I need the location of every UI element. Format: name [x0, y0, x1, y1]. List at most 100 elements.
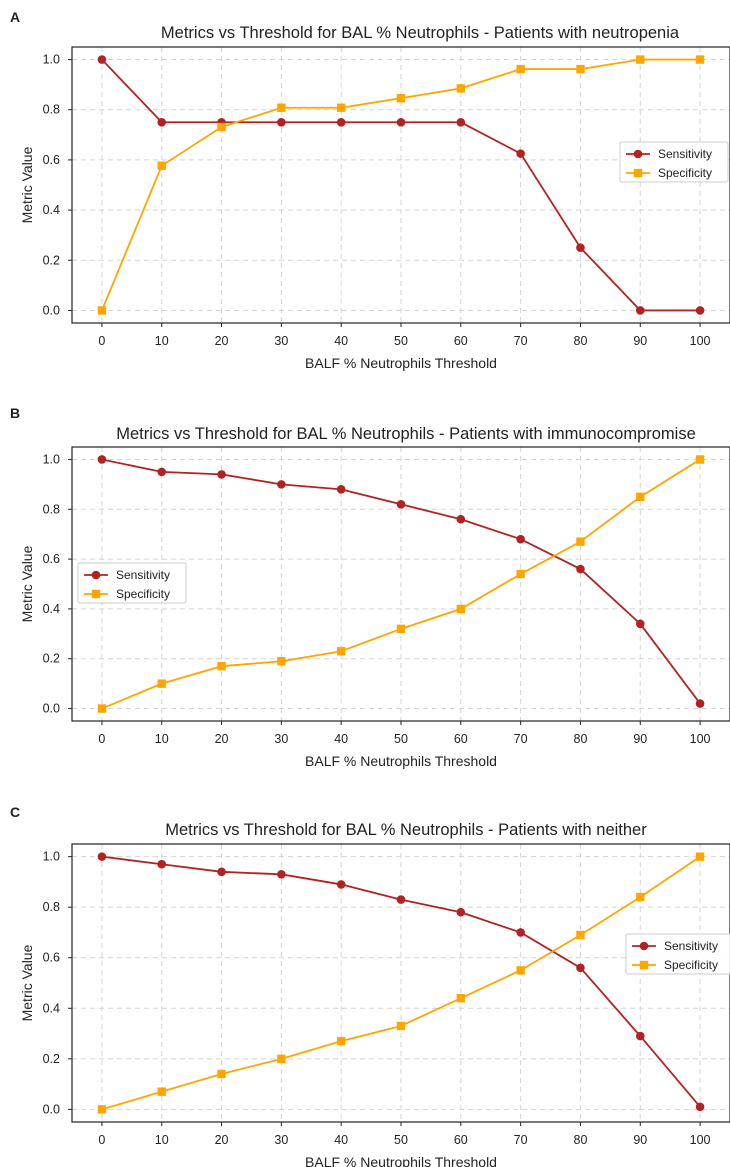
data-point-sensitivity — [695, 1102, 705, 1112]
y-tick-label: 1.0 — [43, 452, 60, 466]
data-point-sensitivity — [97, 455, 107, 464]
y-tick-label: 0.8 — [43, 900, 60, 914]
legend-box — [625, 933, 730, 975]
x-tick-label: 30 — [274, 732, 288, 746]
y-axis-label: Metric Value — [19, 944, 35, 1021]
x-tick-label: 100 — [690, 334, 711, 348]
data-point-specificity — [217, 662, 226, 671]
legend-label-specificity: Specificity — [664, 958, 718, 972]
data-point-sensitivity — [635, 306, 645, 315]
x-tick-label: 40 — [334, 334, 348, 348]
legend-label-specificity: Specificity — [658, 166, 712, 180]
data-point-specificity — [456, 84, 466, 93]
x-tick-label: 100 — [690, 732, 711, 746]
legend-label-sensitivity: Sensitivity — [116, 568, 170, 582]
y-tick-label: 0.8 — [43, 103, 60, 117]
data-point-specificity — [217, 122, 226, 132]
data-point-sensitivity — [217, 470, 226, 479]
legend: Sensitivity Specificity — [619, 141, 729, 183]
y-tick-label: 0.0 — [43, 303, 60, 317]
chart-title: Metrics vs Threshold for BAL % Neutrophi… — [116, 425, 696, 443]
data-point-sensitivity — [456, 907, 466, 917]
x-tick-label: 90 — [633, 1133, 647, 1147]
panel-label: B — [10, 405, 20, 421]
data-point-sensitivity — [695, 699, 705, 708]
data-point-specificity — [157, 1087, 166, 1096]
x-tick-label: 70 — [514, 334, 528, 348]
data-point-specificity — [516, 569, 525, 579]
x-tick-label: 0 — [98, 732, 105, 746]
data-point-sensitivity — [336, 117, 346, 127]
data-point-sensitivity — [695, 306, 705, 315]
data-point-specificity — [217, 1069, 226, 1079]
legend-label-sensitivity: Sensitivity — [658, 147, 712, 161]
data-point-sensitivity — [157, 467, 167, 477]
x-tick-label: 60 — [454, 1133, 468, 1147]
series-specificity — [97, 852, 705, 1114]
x-tick-label: 20 — [215, 732, 229, 746]
data-point-specificity — [157, 161, 166, 170]
x-axis-label: BALF % Neutrophils Threshold — [305, 1154, 497, 1167]
data-point-sensitivity — [456, 514, 466, 524]
data-point-specificity — [456, 993, 466, 1003]
x-tick-label: 20 — [215, 1133, 229, 1147]
data-point-specificity — [336, 647, 346, 656]
data-point-sensitivity — [157, 859, 167, 869]
chart-panel-c: C Metrics vs Threshold for BAL % Neutroph… — [10, 804, 730, 1167]
panel-label: C — [10, 804, 20, 820]
data-point-sensitivity — [516, 534, 525, 544]
data-point-specificity — [97, 306, 107, 315]
x-tick-label: 10 — [155, 334, 169, 348]
x-tick-label: 70 — [514, 1133, 528, 1147]
data-point-sensitivity — [635, 1031, 645, 1041]
y-tick-label: 0.4 — [43, 203, 60, 217]
y-tick-label: 0.0 — [43, 1102, 60, 1116]
data-point-sensitivity — [97, 852, 107, 861]
data-point-sensitivity — [336, 485, 346, 494]
x-tick-label: 40 — [334, 732, 348, 746]
x-tick-label: 100 — [690, 1133, 711, 1147]
y-tick-label: 0.2 — [43, 1052, 60, 1066]
data-point-specificity — [636, 892, 645, 902]
x-tick-label: 10 — [155, 732, 169, 746]
data-point-sensitivity — [396, 499, 406, 509]
series-specificity — [97, 455, 705, 713]
legend-marker-specificity — [633, 168, 643, 178]
y-tick-label: 0.0 — [43, 702, 60, 716]
y-tick-label: 1.0 — [43, 53, 60, 67]
y-tick-label: 1.0 — [43, 850, 60, 864]
legend-marker-sensitivity — [91, 570, 101, 580]
x-tick-label: 80 — [574, 1133, 588, 1147]
x-tick-label: 20 — [215, 334, 229, 348]
data-point-specificity — [157, 679, 166, 688]
x-tick-label: 10 — [155, 1133, 169, 1147]
x-tick-label: 70 — [514, 732, 528, 746]
data-point-specificity — [97, 704, 107, 713]
data-point-specificity — [277, 1054, 286, 1064]
y-axis-label: Metric Value — [19, 146, 35, 223]
data-point-specificity — [336, 103, 346, 112]
x-axis-label: BALF % Neutrophils Threshold — [305, 355, 497, 371]
x-tick-label: 60 — [454, 334, 468, 348]
series-specificity — [97, 55, 705, 315]
data-point-sensitivity — [97, 55, 107, 64]
data-point-sensitivity — [576, 564, 585, 574]
data-point-sensitivity — [277, 117, 286, 127]
x-tick-label: 90 — [633, 334, 647, 348]
chart-panel-b: B Metrics vs Threshold for BAL % Neutroph… — [10, 405, 730, 769]
y-axis-label: Metric Value — [19, 545, 35, 622]
y-tick-label: 0.6 — [43, 552, 60, 566]
data-point-specificity — [97, 1105, 107, 1114]
data-point-sensitivity — [635, 619, 645, 629]
data-point-specificity — [396, 624, 406, 634]
data-point-specificity — [576, 930, 585, 940]
data-point-specificity — [576, 537, 585, 546]
data-point-sensitivity — [396, 895, 406, 904]
data-point-sensitivity — [576, 963, 585, 973]
y-tick-label: 0.6 — [43, 153, 60, 167]
data-point-specificity — [396, 1021, 406, 1031]
x-tick-label: 0 — [98, 1133, 105, 1147]
data-point-specificity — [636, 492, 645, 502]
data-point-specificity — [277, 103, 286, 112]
